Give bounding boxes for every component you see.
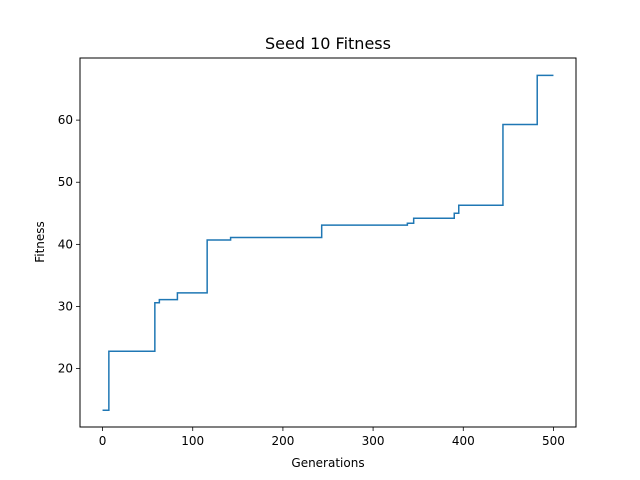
x-tick-label: 0 — [99, 434, 107, 448]
fitness-series-line — [102, 74, 554, 411]
y-tick-label: 30 — [58, 299, 73, 313]
x-tick-label: 100 — [181, 434, 204, 448]
axes-ticks: 0 100 200 300 400 500 20 30 40 50 60 — [58, 113, 565, 448]
x-tick-label: 400 — [452, 434, 475, 448]
y-tick-label: 50 — [58, 175, 73, 189]
x-tick-label: 500 — [542, 434, 565, 448]
y-tick-label: 40 — [58, 237, 73, 251]
x-axis-label: Generations — [291, 456, 364, 470]
y-tick-label: 20 — [58, 362, 73, 376]
y-axis-label: Fitness — [33, 221, 47, 263]
plot-area — [102, 74, 554, 411]
x-tick-label: 300 — [362, 434, 385, 448]
x-tick-label: 200 — [271, 434, 294, 448]
axes-frame — [79, 57, 577, 428]
y-tick-label: 60 — [58, 113, 73, 127]
chart-title: Seed 10 Fitness — [265, 34, 391, 53]
